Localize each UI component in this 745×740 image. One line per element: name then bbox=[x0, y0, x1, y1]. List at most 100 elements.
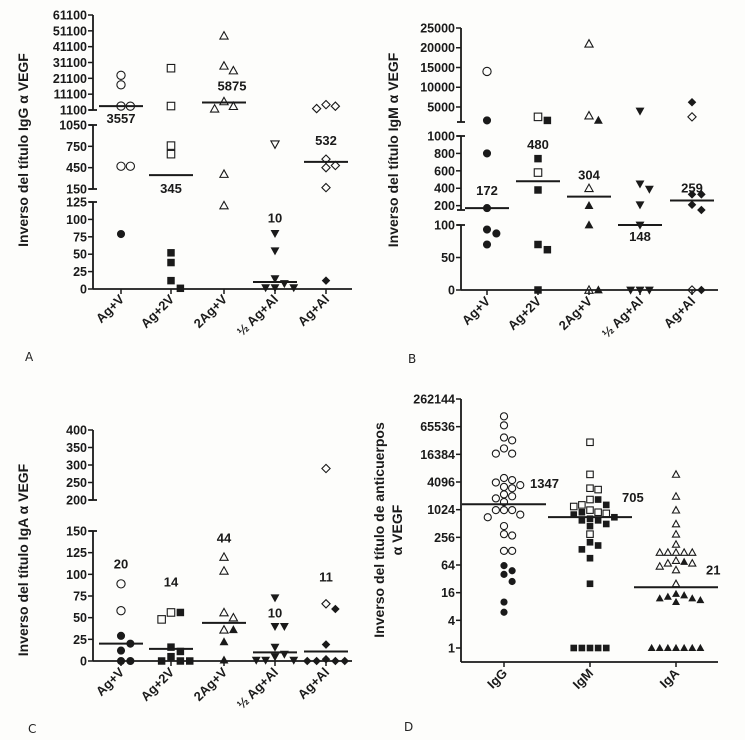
data-point-iga bbox=[696, 643, 705, 651]
data-point--ag-al bbox=[289, 656, 299, 665]
median-label: 304 bbox=[578, 168, 600, 183]
x-tick-label: IgA bbox=[657, 665, 683, 691]
panel-c: 0 25 50 75 100 125 150 200 250 300 350 400 Inverso d… bbox=[15, 424, 352, 712]
data-point-ag-v bbox=[482, 149, 492, 158]
data-point-ag-al bbox=[321, 99, 331, 110]
data-point-2ag-v bbox=[209, 103, 220, 113]
data-point-iga bbox=[655, 643, 664, 651]
median-label: 705 bbox=[622, 490, 644, 505]
data-point-igm bbox=[586, 506, 594, 514]
data-point-ag-2v bbox=[534, 240, 542, 249]
data-point-igg bbox=[516, 481, 525, 490]
data-point-iga bbox=[647, 643, 656, 651]
data-point-iga bbox=[663, 643, 672, 651]
data-point-iga bbox=[671, 547, 681, 556]
data-point-ag-2v bbox=[534, 154, 542, 163]
data-point-igm bbox=[570, 644, 578, 652]
x-tick-label: 2Ag+V bbox=[556, 293, 596, 333]
data-point-2ag-v bbox=[584, 220, 594, 229]
median-label: 148 bbox=[629, 229, 651, 244]
data-point-igm bbox=[578, 546, 586, 553]
data-point-igg bbox=[507, 436, 517, 445]
data-point-ag-al bbox=[321, 654, 331, 664]
data-point-iga bbox=[672, 643, 680, 651]
data-point-igg bbox=[499, 433, 509, 442]
data-point-igm bbox=[602, 501, 610, 509]
y-axis-title-line: α VEGF bbox=[389, 504, 405, 555]
y-tick-label: 200 bbox=[66, 494, 87, 508]
x-tick-label: Ag+2V bbox=[138, 291, 178, 331]
data-point-igg bbox=[499, 490, 509, 499]
y-tick-label: 300 bbox=[66, 459, 87, 473]
data-point-ag-2v bbox=[534, 186, 542, 194]
data-point-iga bbox=[655, 561, 665, 570]
data-point-iga bbox=[688, 594, 697, 602]
data-point-2ag-v bbox=[218, 168, 230, 178]
y-tick-label: 200 bbox=[434, 199, 455, 213]
data-point-igg bbox=[491, 478, 500, 487]
y-tick-label: 600 bbox=[434, 164, 455, 178]
y-tick-label: 20000 bbox=[420, 41, 455, 55]
x-tick-label: Ag+V bbox=[93, 664, 128, 699]
data-point-igg bbox=[500, 562, 508, 570]
data-point-iga bbox=[663, 547, 673, 556]
data-point-2ag-v bbox=[218, 607, 230, 617]
data-point--ag-al bbox=[644, 185, 654, 194]
y-axis-title-line: Inverso del título de anticuerpos bbox=[371, 422, 387, 638]
data-point-ag-al bbox=[321, 640, 331, 649]
data-point-igm bbox=[578, 501, 586, 509]
y-axis-title: Inverso del título IgA α VEGF bbox=[15, 463, 31, 656]
data-point--ag-al bbox=[270, 247, 280, 256]
y-tick-label: 41100 bbox=[53, 40, 87, 54]
data-point-iga bbox=[679, 547, 689, 556]
data-point-ag-2v bbox=[166, 101, 176, 111]
data-point-ag-2v bbox=[176, 608, 185, 617]
data-point-ag-al bbox=[330, 101, 341, 112]
data-point-iga bbox=[663, 592, 672, 600]
x-tick-label: ½ Ag+Al bbox=[234, 292, 281, 339]
data-point--ag-al bbox=[279, 622, 289, 631]
data-point--ag-al bbox=[635, 201, 645, 210]
data-point-igg bbox=[499, 482, 509, 492]
data-point-ag-al bbox=[340, 656, 350, 666]
data-point-ag-v bbox=[116, 631, 126, 640]
data-point-iga bbox=[671, 555, 681, 564]
y-tick-label: 61100 bbox=[53, 9, 87, 23]
data-point-iga bbox=[672, 597, 680, 606]
data-point--ag-al bbox=[626, 286, 636, 295]
data-point-ag-2v bbox=[166, 149, 176, 159]
data-point-ag-al bbox=[687, 97, 697, 107]
y-tick-label: 256 bbox=[434, 531, 455, 545]
x-tick-label: Ag+V bbox=[93, 291, 128, 326]
data-point--ag-al bbox=[269, 140, 281, 150]
y-tick-label: 5000 bbox=[427, 100, 455, 114]
data-point-2ag-v bbox=[228, 65, 239, 75]
data-point-2ag-v bbox=[583, 284, 595, 294]
y-tick-label: 100 bbox=[434, 219, 455, 233]
data-point--ag-al bbox=[270, 229, 280, 238]
y-tick-label: 4 bbox=[448, 614, 455, 628]
median-label: 10 bbox=[268, 606, 282, 621]
data-point-igm bbox=[602, 644, 610, 652]
median-label: 10 bbox=[268, 210, 282, 225]
x-tick-label: Ag+Al bbox=[295, 292, 332, 329]
data-point-ag-2v bbox=[167, 652, 175, 661]
data-point-iga bbox=[696, 595, 705, 604]
y-tick-label: 750 bbox=[66, 140, 87, 154]
data-point-ag-al bbox=[697, 285, 706, 295]
median-label: 3557 bbox=[107, 111, 136, 126]
data-point-iga bbox=[663, 558, 673, 567]
y-tick-label: 75 bbox=[73, 230, 87, 244]
data-point-iga bbox=[671, 565, 681, 574]
data-point-igm bbox=[586, 495, 594, 504]
data-point-ag-2v bbox=[167, 258, 175, 267]
data-point-2ag-v bbox=[218, 30, 230, 40]
data-point-igm bbox=[586, 538, 594, 546]
data-point-ag-2v bbox=[533, 112, 543, 122]
y-tick-label: 10000 bbox=[420, 81, 455, 95]
data-point-2ag-v bbox=[218, 96, 230, 106]
y-tick-label: 65536 bbox=[420, 420, 455, 434]
data-point-igg bbox=[491, 494, 500, 503]
data-point-ag-v bbox=[482, 66, 492, 77]
data-point-iga bbox=[687, 558, 697, 567]
